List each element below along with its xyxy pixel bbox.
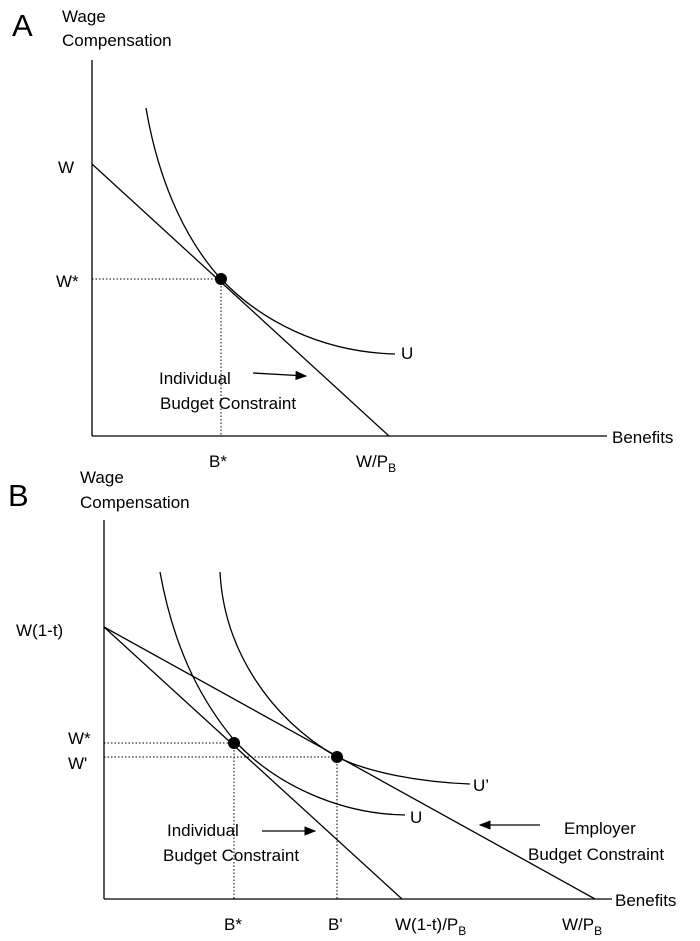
panel-b-label-w1t-over-pb: W(1-t)/PB <box>395 915 466 938</box>
panel-b-label-b-prime: B' <box>328 915 343 934</box>
panel-a-label-w-star: W* <box>56 272 79 291</box>
panel-b-individual-budget-line <box>103 626 403 900</box>
panel-a-y-axis-label-line2: Compensation <box>62 31 172 50</box>
panel-a-y-axis-label-line1: Wage <box>62 7 106 26</box>
panel-a-budget-arrow <box>252 370 308 381</box>
panel-a-tangency-point <box>215 273 227 285</box>
panel-b-y-axis-label-line1: Wage <box>80 468 124 487</box>
panel-a-budget-line <box>91 163 390 437</box>
panel-b: B Wage Compensation Benefits W(1-t) W* W… <box>8 468 676 938</box>
panel-b-letter: B <box>8 478 29 513</box>
panel-a-label-u: U <box>401 344 413 363</box>
panel-a-indifference-curve-u <box>145 107 396 355</box>
panel-b-employer-label-line1: Employer <box>564 819 636 838</box>
panel-b-indifference-curve-u <box>159 571 406 816</box>
panel-b-individual-label-line2: Budget Constraint <box>163 846 299 865</box>
panel-a-letter: A <box>12 8 33 43</box>
panel-b-indifference-curve-u-prime <box>219 571 471 785</box>
panel-b-label-w-star: W* <box>68 729 91 748</box>
panel-b-employer-tangency-point <box>331 751 343 763</box>
panel-b-y-axis-label-line2: Compensation <box>80 493 190 512</box>
panel-b-label-w-prime: W' <box>68 754 87 773</box>
panel-b-label-b-star: B* <box>224 915 242 934</box>
panel-a-label-w: W <box>58 158 74 177</box>
panel-a-budget-label-line2: Budget Constraint <box>160 394 296 413</box>
panel-b-individual-label-line1: Individual <box>167 821 239 840</box>
panel-a: A Wage Compensation Benefits W W* U Indi… <box>12 7 673 475</box>
panel-b-label-u: U <box>410 808 422 827</box>
panel-b-label-u-prime: U’ <box>473 776 489 795</box>
panel-a-label-b-star: B* <box>209 452 227 471</box>
panel-b-x-axis-label: Benefits <box>615 891 676 910</box>
panel-b-label-w1t: W(1-t) <box>16 621 63 640</box>
panel-b-label-w-over-pb: W/PB <box>562 915 602 938</box>
panel-b-employer-label-line2: Budget Constraint <box>528 845 664 864</box>
panel-a-budget-label-line1: Individual <box>159 369 231 388</box>
panel-a-x-axis-label: Benefits <box>612 428 673 447</box>
panel-b-individual-tangency-point <box>228 737 240 749</box>
panel-a-label-w-over-pb: W/PB <box>356 452 396 475</box>
